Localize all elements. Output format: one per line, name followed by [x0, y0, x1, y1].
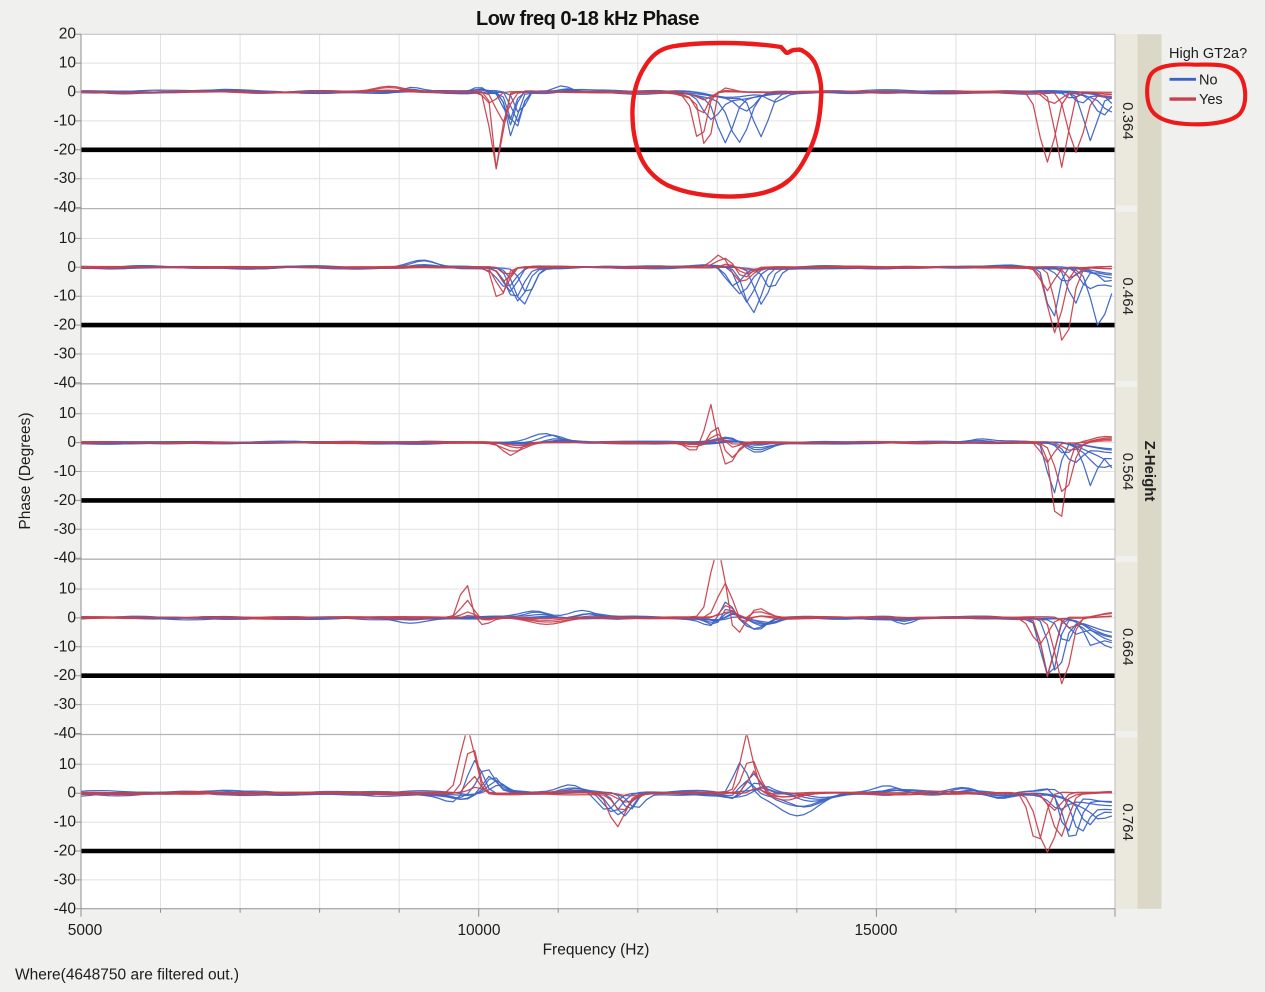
svg-text:-30: -30 — [54, 170, 77, 187]
svg-text:0.364: 0.364 — [1119, 102, 1136, 140]
svg-text:0: 0 — [67, 785, 76, 802]
svg-text:10: 10 — [59, 55, 77, 72]
svg-text:0: 0 — [67, 84, 76, 101]
svg-text:-40: -40 — [54, 550, 77, 567]
svg-text:10: 10 — [59, 581, 77, 598]
svg-text:0.564: 0.564 — [1119, 453, 1136, 491]
svg-text:0.464: 0.464 — [1119, 277, 1136, 315]
svg-text:-40: -40 — [54, 725, 77, 742]
svg-text:-10: -10 — [54, 288, 77, 305]
svg-text:-10: -10 — [54, 112, 77, 129]
svg-text:No: No — [1199, 72, 1218, 88]
svg-text:10: 10 — [59, 230, 77, 247]
svg-text:Z-Height: Z-Height — [1141, 441, 1158, 502]
svg-text:-40: -40 — [54, 900, 77, 917]
svg-text:-20: -20 — [54, 843, 77, 860]
svg-text:-20: -20 — [54, 317, 77, 334]
svg-text:10000: 10000 — [457, 922, 500, 939]
svg-text:Low freq 0-18 kHz Phase: Low freq 0-18 kHz Phase — [476, 8, 699, 30]
svg-text:-20: -20 — [54, 667, 77, 684]
svg-text:Yes: Yes — [1199, 92, 1223, 108]
svg-text:-10: -10 — [54, 814, 77, 831]
svg-text:0.664: 0.664 — [1119, 628, 1136, 666]
svg-text:0.764: 0.764 — [1119, 803, 1136, 841]
svg-text:-20: -20 — [54, 492, 77, 509]
svg-text:Phase (Degrees): Phase (Degrees) — [17, 412, 34, 529]
svg-text:Frequency (Hz): Frequency (Hz) — [543, 942, 650, 959]
svg-text:10: 10 — [59, 756, 77, 773]
svg-text:Where(4648750 are filtered out: Where(4648750 are filtered out.) — [15, 967, 239, 984]
svg-text:0: 0 — [67, 609, 76, 626]
svg-text:-40: -40 — [54, 374, 77, 391]
svg-text:High GT2a?: High GT2a? — [1169, 46, 1247, 62]
svg-text:-20: -20 — [54, 141, 77, 158]
svg-text:0: 0 — [67, 259, 76, 276]
svg-text:5000: 5000 — [68, 922, 103, 939]
svg-text:10: 10 — [59, 405, 77, 422]
svg-text:20: 20 — [59, 26, 77, 43]
svg-text:-40: -40 — [54, 199, 77, 216]
svg-text:-30: -30 — [54, 696, 77, 713]
svg-text:-10: -10 — [54, 638, 77, 655]
svg-text:0: 0 — [67, 434, 76, 451]
svg-text:15000: 15000 — [854, 922, 897, 939]
svg-text:-10: -10 — [54, 463, 77, 480]
svg-text:-30: -30 — [54, 346, 77, 363]
svg-text:-30: -30 — [54, 521, 77, 538]
svg-text:-30: -30 — [54, 871, 77, 888]
